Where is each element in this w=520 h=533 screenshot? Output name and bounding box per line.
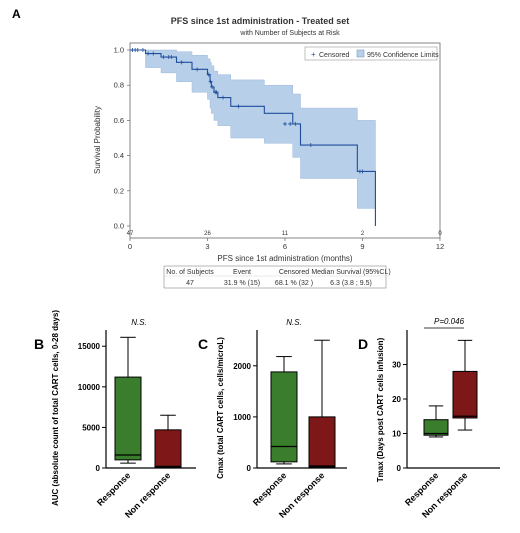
category-label: Response [251, 470, 288, 507]
censor-mark [208, 79, 213, 84]
censor-mark [179, 60, 184, 65]
category-label: Response [95, 470, 132, 507]
km-summary-table: No. of Subjects Event Censored Median Su… [163, 265, 391, 289]
y-tick-label: 1000 [233, 413, 251, 422]
panel-b-significance: N.S. [131, 318, 147, 327]
y-tick-label: 0 [397, 464, 402, 473]
panel-d-significance: P=0.046 [434, 317, 465, 326]
censor-mark [151, 51, 156, 56]
panel-d-letter: D [358, 336, 368, 352]
km-title: PFS since 1st administration - Treated s… [171, 16, 350, 26]
table-value-median: 6.3 (3.8 ; 9.5) [330, 280, 372, 287]
y-tick-label: 0 [247, 464, 252, 473]
y-tick-label: 10000 [78, 383, 101, 392]
km-at-risk-count: 47 [127, 231, 134, 237]
km-plot: 0 3 6 9 12 0.0 0.2 0.4 0.6 0.8 1.0 47 26 11 2 0 [114, 42, 445, 252]
km-subtitle: with Number of Subjects at Risk [239, 30, 340, 37]
censor-mark [283, 121, 287, 126]
panel-c-y-axis-label: Cmax (total CART cells, cells/microL) [216, 337, 225, 479]
y-tick-label: 5000 [82, 423, 100, 432]
censor-mark [221, 95, 225, 100]
box-response [423, 419, 449, 436]
y-tick-label: 2000 [233, 362, 251, 371]
panel-c-letter: C [198, 336, 208, 352]
legend-ci-label: 95% Confidence Limits [367, 52, 439, 59]
km-censor-marks [130, 48, 365, 174]
panel-b-y-axis-label: AUC (absolute count of total CART cells,… [51, 310, 60, 506]
y-tick-label: 0 [96, 464, 101, 473]
censor-mark [293, 121, 298, 126]
km-confidence-band [130, 49, 376, 226]
table-value-event: 31.9 % (15) [224, 280, 260, 287]
km-y-tick-label: 0.2 [114, 186, 124, 195]
km-x-tick-label: 0 [128, 242, 132, 251]
km-ci-band-area [130, 49, 376, 226]
km-legend: + Censored 95% Confidence Limits [304, 46, 439, 61]
box-non-response [452, 370, 478, 419]
y-tick-label: 15000 [78, 342, 101, 351]
censor-mark [210, 84, 215, 89]
table-value-censored: 68.1 % (32 ) [275, 280, 313, 287]
km-x-tick-label: 9 [360, 242, 364, 251]
km-at-risk-count: 2 [361, 231, 365, 237]
y-tick-label: 30 [392, 361, 401, 370]
censor-mark [135, 48, 140, 52]
table-value-subjects: 47 [186, 280, 194, 287]
censor-mark [169, 55, 174, 60]
table-header-event: Event [233, 269, 251, 276]
km-legend-frame [304, 46, 438, 61]
km-y-tick-label: 0.0 [114, 222, 124, 231]
table-header-censored: Censored [279, 269, 309, 276]
km-y-tick-label: 1.0 [114, 46, 124, 55]
km-tick-labels: 0 3 6 9 12 0.0 0.2 0.4 0.6 0.8 1.0 [114, 46, 445, 252]
box-non-response [154, 429, 182, 468]
km-at-risk-count: 0 [438, 231, 442, 237]
legend-ci-swatch [356, 49, 365, 58]
legend-censored-label: Censored [319, 52, 349, 59]
censor-mark [308, 143, 313, 148]
km-at-risk-count: 11 [282, 231, 289, 237]
censor-mark [236, 104, 241, 109]
km-x-tick-label: 3 [205, 242, 209, 251]
km-y-tick-label: 0.8 [114, 81, 124, 90]
censor-mark [195, 67, 200, 72]
km-x-tick-label: 6 [283, 242, 287, 251]
table-header-median: Median Survival (95%CL) [311, 269, 390, 276]
panel-c-significance: N.S. [286, 318, 302, 327]
table-header-subjects: No. of Subjects [166, 269, 214, 276]
summary-table-frame [163, 265, 387, 289]
km-at-risk-count: 26 [204, 231, 211, 237]
censor-mark [161, 55, 166, 60]
panel-d-y-axis-label: Tmax (Days post CART cells infusion) [376, 337, 385, 482]
box-non-response [308, 416, 336, 468]
km-x-axis-label: PFS since 1st administration (months) [217, 254, 352, 263]
y-tick-label: 20 [392, 395, 401, 404]
censored-legend-symbol: + [311, 50, 316, 59]
censor-mark [360, 169, 365, 174]
km-y-tick-label: 0.4 [114, 151, 124, 160]
censor-mark [214, 90, 219, 95]
y-tick-label: 10 [392, 430, 401, 439]
censor-mark [288, 121, 293, 126]
km-y-axis-label: Survival Probability [93, 106, 102, 174]
censor-mark [140, 48, 145, 52]
km-y-tick-label: 0.6 [114, 116, 124, 125]
km-x-tick-label: 12 [436, 242, 444, 251]
box-response [114, 376, 142, 461]
box-response [270, 371, 298, 463]
censor-mark [146, 51, 151, 56]
censor-mark [206, 72, 211, 77]
km-at-risk-numbers: 47 26 11 2 0 [127, 231, 443, 237]
panel-a-letter: A [12, 7, 21, 21]
panel-b-letter: B [34, 336, 44, 352]
